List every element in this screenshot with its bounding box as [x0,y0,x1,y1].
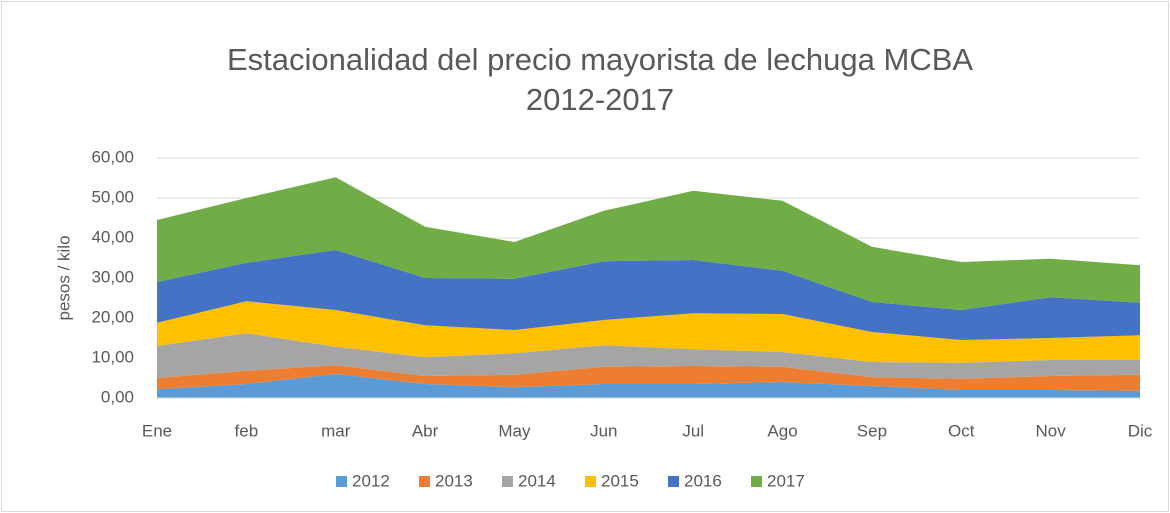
x-tick-label: Abr [412,421,439,440]
legend-swatch [502,476,513,487]
y-tick-label: 30,00 [91,267,134,286]
x-tick-label: Ene [142,421,172,440]
y-tick-label: 40,00 [91,227,134,246]
y-tick-label: 0,00 [101,387,134,406]
legend-swatch [668,476,679,487]
legend-label: 2015 [601,471,639,490]
legend-label: 2014 [518,471,556,490]
area [157,365,1140,391]
x-tick-label: Jun [590,421,617,440]
legend-swatch [419,476,430,487]
area [157,177,1140,310]
x-tick-label: Ago [767,421,797,440]
legend-label: 2016 [684,471,722,490]
legend-swatch [336,476,347,487]
x-tick-label: feb [235,421,259,440]
chart-title: 2012-2017 [526,82,674,117]
y-tick-label: 50,00 [91,187,134,206]
legend-label: 2012 [352,471,390,490]
y-axis-label: pesos / kilo [54,235,73,320]
chart-title: Estacionalidad del precio mayorista de l… [227,42,973,77]
x-tick-label: Dic [1128,421,1153,440]
area [157,250,1140,340]
area [157,333,1140,379]
legend-swatch [585,476,596,487]
y-tick-label: 60,00 [91,147,134,166]
legend-swatch [751,476,762,487]
x-tick-label: Oct [948,421,975,440]
area [157,374,1140,398]
x-tick-label: mar [321,421,351,440]
x-tick-label: Nov [1036,421,1067,440]
legend-label: 2013 [435,471,473,490]
area [157,301,1140,363]
y-tick-label: 20,00 [91,307,134,326]
legend-label: 2017 [767,471,805,490]
y-tick-label: 10,00 [91,347,134,366]
x-tick-label: May [498,421,531,440]
x-tick-label: Jul [682,421,704,440]
x-tick-label: Sep [857,421,887,440]
